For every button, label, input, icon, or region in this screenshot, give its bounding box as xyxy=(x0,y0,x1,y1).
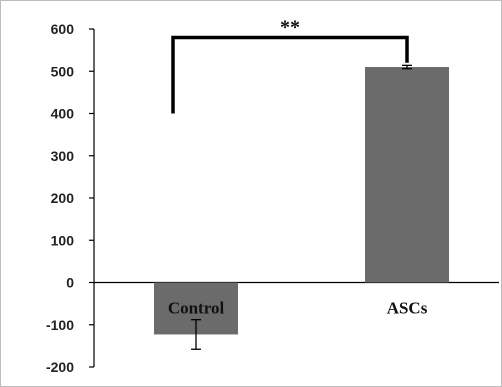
significance-annotation: ** xyxy=(171,16,409,114)
y-tick-label: 400 xyxy=(51,106,75,122)
y-tick-label: 500 xyxy=(51,63,75,79)
y-tick-label: -200 xyxy=(46,359,74,375)
bars xyxy=(154,64,449,350)
y-tick-label: 0 xyxy=(66,275,74,291)
significance-bracket xyxy=(171,35,409,114)
y-tick-label: 200 xyxy=(51,190,75,206)
axes: -200 -100 0 100 200 300 400 500 600 xyxy=(46,21,499,375)
category-label-ascs: ASCs xyxy=(387,299,428,318)
significance-label: ** xyxy=(280,16,300,38)
bar-ascs xyxy=(365,67,449,283)
y-tick-label: 600 xyxy=(51,21,75,37)
category-label-control: Control xyxy=(168,299,225,318)
labels: Control ASCs xyxy=(168,299,428,318)
y-tick-label: 300 xyxy=(51,148,75,164)
y-tick-label: -100 xyxy=(46,317,74,333)
y-tick-label: 100 xyxy=(51,232,75,248)
